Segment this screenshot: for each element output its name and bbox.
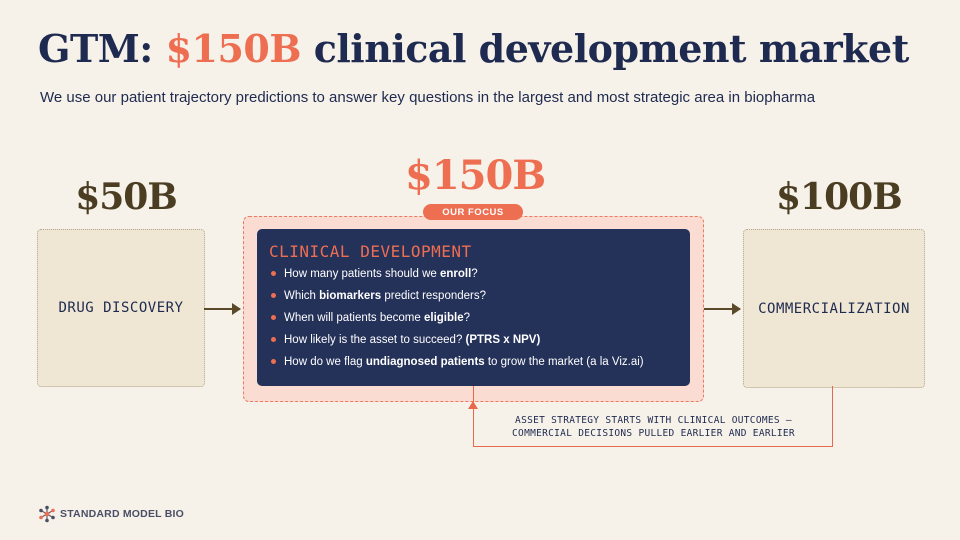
- question-text: How likely is the asset to succeed?: [284, 334, 466, 346]
- feedback-loop-line: [473, 386, 833, 447]
- question-item: How likely is the asset to succeed? (PTR…: [269, 332, 678, 354]
- drug-discovery-value: $50B: [75, 176, 178, 218]
- clinical-development-value: $150B: [405, 152, 546, 199]
- question-emphasis: enroll: [439, 268, 472, 280]
- arrow-up-icon: [468, 401, 478, 409]
- question-text: Which: [284, 290, 320, 302]
- question-emphasis: undiagnosed patients: [365, 356, 485, 368]
- page-title: GTM: $150B clinical development market: [38, 26, 909, 71]
- company-logo: STANDARD MODEL BIO: [38, 505, 184, 523]
- page-subtitle: We use our patient trajectory prediction…: [40, 89, 816, 106]
- clinical-development-card: CLINICAL DEVELOPMENT How many patients s…: [257, 229, 690, 386]
- arrow-right-icon: [204, 303, 241, 315]
- feedback-line: COMMERCIAL DECISIONS PULLED EARLIER AND …: [512, 428, 795, 439]
- question-text-end: predict responders?: [381, 290, 487, 302]
- our-focus-badge: OUR FOCUS: [423, 204, 523, 220]
- question-item: How many patients should we enroll?: [269, 266, 678, 288]
- question-text: How do we flag: [284, 356, 366, 368]
- question-text: How many patients should we: [284, 268, 440, 280]
- clinical-development-label: CLINICAL DEVELOPMENT: [269, 242, 472, 261]
- question-list: How many patients should we enroll? Whic…: [269, 266, 678, 376]
- logo-text: STANDARD MODEL BIO: [60, 508, 184, 520]
- question-text-end: ?: [471, 268, 478, 280]
- drug-discovery-box: DRUG DISCOVERY: [37, 229, 205, 387]
- molecule-icon: [39, 505, 55, 523]
- question-emphasis: eligible: [423, 312, 464, 324]
- title-accent: $150B: [165, 26, 302, 71]
- question-item: How do we flag undiagnosed patients to g…: [269, 354, 678, 376]
- question-item: When will patients become eligible?: [269, 310, 678, 332]
- feedback-note: ASSET STRATEGY STARTS WITH CLINICAL OUTC…: [486, 414, 821, 440]
- question-text-end: to grow the market (a la Viz.ai): [484, 356, 644, 368]
- commercialization-box: COMMERCIALIZATION: [743, 229, 925, 388]
- arrow-right-icon: [704, 303, 741, 315]
- question-item: Which biomarkers predict responders?: [269, 288, 678, 310]
- title-prefix: GTM:: [38, 26, 153, 71]
- commercialization-label: COMMERCIALIZATION: [758, 300, 910, 317]
- question-emphasis: (PTRS x NPV): [465, 334, 541, 346]
- question-text: When will patients become: [284, 312, 424, 324]
- question-emphasis: biomarkers: [319, 290, 382, 302]
- feedback-line: ASSET STRATEGY STARTS WITH CLINICAL OUTC…: [515, 415, 792, 426]
- drug-discovery-label: DRUG DISCOVERY: [58, 300, 184, 316]
- title-suffix: clinical development market: [313, 26, 910, 71]
- commercialization-value: $100B: [776, 176, 903, 218]
- question-text-end: ?: [463, 312, 471, 324]
